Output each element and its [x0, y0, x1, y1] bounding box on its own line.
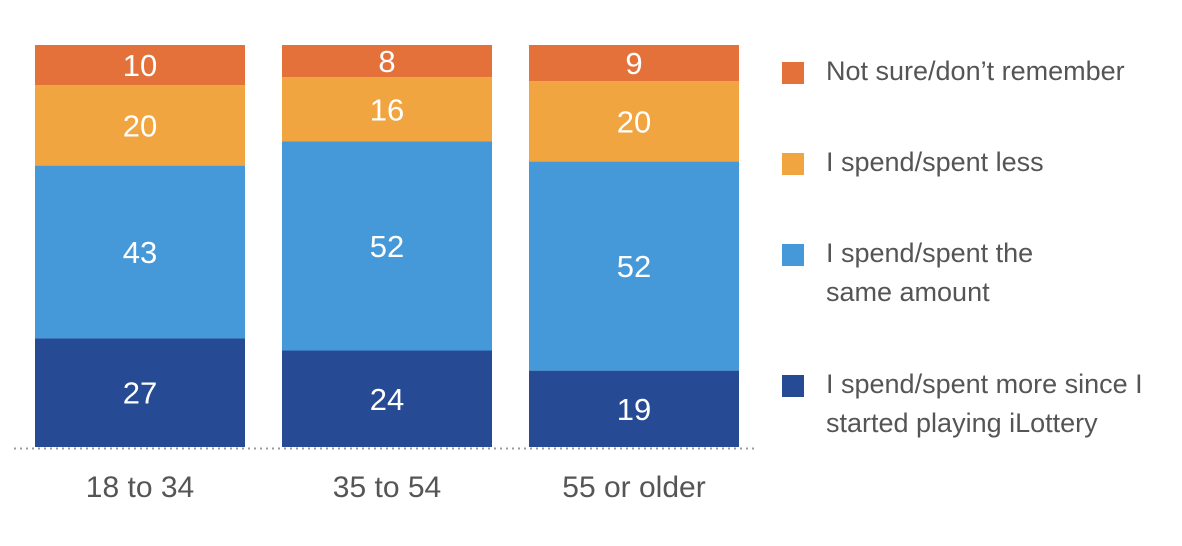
bar-segment-2-3 — [529, 45, 739, 82]
bar-segment-0-0 — [35, 338, 245, 447]
bar-segment-2-1 — [529, 161, 739, 371]
data-label-2-0: 19 — [617, 392, 651, 427]
data-label-1-0: 24 — [370, 382, 404, 417]
legend-swatch-spend-more — [782, 375, 804, 397]
data-label-2-1: 52 — [617, 249, 651, 284]
data-label-2-3: 9 — [625, 46, 642, 81]
legend-label-spend-more: I spend/spent more since I started playi… — [826, 369, 1143, 438]
category-label-2: 55 or older — [562, 471, 705, 504]
bar-segment-1-3 — [282, 45, 492, 78]
legend-swatch-spend-less — [782, 153, 804, 175]
data-label-0-2: 20 — [123, 108, 157, 143]
bar-segment-1-2 — [282, 77, 492, 142]
bar-segment-0-1 — [35, 165, 245, 339]
legend-label-not-sure: Not sure/don’t remember — [826, 56, 1125, 86]
bar-segment-0-2 — [35, 85, 245, 166]
data-label-1-1: 52 — [370, 229, 404, 264]
legend-swatch-spend-same — [782, 244, 804, 266]
bar-segment-2-2 — [529, 81, 739, 162]
data-label-2-2: 20 — [617, 104, 651, 139]
legend-label-spend-same: I spend/spent the same amount — [826, 238, 1034, 307]
data-label-0-1: 43 — [123, 235, 157, 270]
legend-swatch-not-sure — [782, 62, 804, 84]
legend: Not sure/don’t remember I spend/spent le… — [782, 0, 1182, 546]
data-label-1-3: 8 — [378, 44, 395, 79]
category-label-0: 18 to 34 — [86, 471, 194, 504]
category-label-1: 35 to 54 — [333, 471, 441, 504]
bar-segment-0-3 — [35, 45, 245, 86]
data-label-0-3: 10 — [123, 48, 157, 83]
data-label-0-0: 27 — [123, 376, 157, 411]
bar-segment-2-0 — [529, 370, 739, 447]
bar-segment-1-0 — [282, 350, 492, 447]
data-label-1-2: 16 — [370, 92, 404, 127]
legend-label-spend-less: I spend/spent less — [826, 147, 1044, 177]
bar-segment-1-1 — [282, 141, 492, 351]
